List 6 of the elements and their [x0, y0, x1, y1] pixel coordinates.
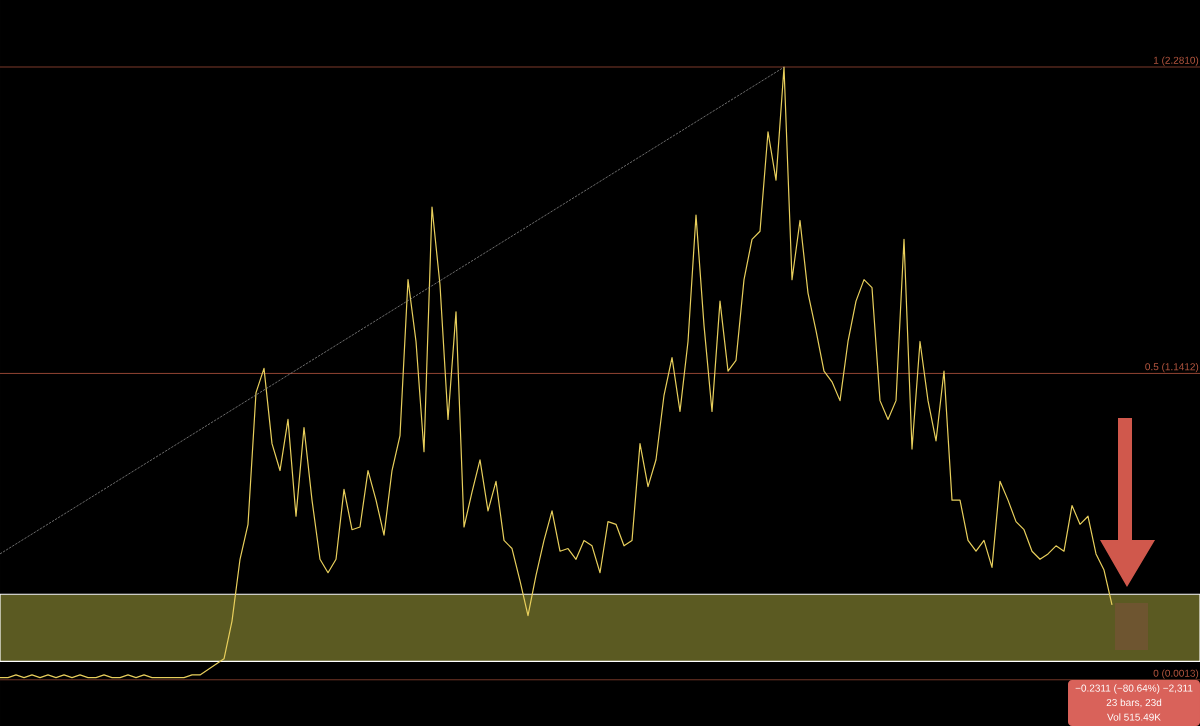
annotation: −0.2311 (−80.64%) −2,311: [1075, 684, 1193, 694]
ref-line-label: 1 (2.2810): [1153, 56, 1199, 66]
ref-line-label: 0.5 (1.1412): [1145, 362, 1199, 373]
annotation: Vol 515.49K: [1107, 713, 1161, 721]
ref-line-label: 0 (0.0013): [1153, 669, 1199, 679]
annotation: 23 bars, 23d: [1106, 698, 1162, 708]
